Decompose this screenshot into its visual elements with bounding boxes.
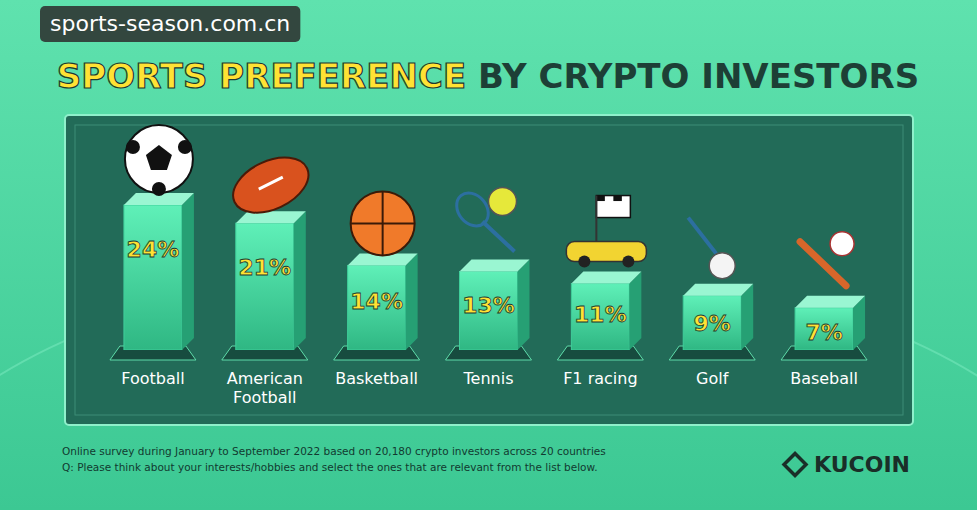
- icon: [178, 140, 192, 154]
- icon: [596, 196, 605, 202]
- bar-top: [236, 211, 306, 223]
- icon: [596, 196, 630, 218]
- bar: [348, 253, 418, 350]
- data-label: 21%: [238, 255, 291, 280]
- bar-front: [236, 223, 294, 350]
- data-label: 24%: [127, 237, 180, 262]
- bar-top: [795, 296, 865, 308]
- bar-front: [795, 308, 853, 350]
- bar-front: [460, 271, 518, 350]
- icon: [566, 242, 646, 262]
- bar-side: [518, 259, 530, 350]
- bar-top: [683, 284, 753, 296]
- title: SPORTS PREFERENCE BY CRYPTO INVESTORS: [57, 56, 919, 96]
- category-label: Tennis: [463, 369, 514, 388]
- labels: 24% Football 21% AmericanFootball 14% Basketb…: [121, 237, 858, 407]
- bar-side: [629, 272, 641, 350]
- data-label: 9%: [694, 311, 731, 336]
- data-label: 7%: [805, 320, 842, 345]
- chart: sports-season.com.cn SPORTS PREFERENCE BY…: [0, 0, 977, 510]
- category-label: Football: [121, 369, 184, 388]
- icon: [709, 253, 735, 279]
- icon: [152, 182, 166, 196]
- bar-front: [571, 284, 629, 350]
- watermark: sports-season.com.cn: [50, 11, 290, 36]
- icon: [613, 196, 622, 202]
- brand: KUCOIN: [814, 452, 910, 477]
- icon: [351, 191, 415, 255]
- bar-side: [406, 253, 418, 350]
- bar: [795, 296, 865, 350]
- data-label: 11%: [574, 302, 627, 327]
- background: [0, 0, 977, 510]
- icon: [489, 187, 517, 215]
- bar-front: [683, 296, 741, 350]
- icon: [830, 232, 854, 256]
- data-label: 13%: [462, 293, 515, 318]
- icon: [224, 146, 317, 223]
- panel: [65, 115, 913, 425]
- watermark-bg: [40, 6, 300, 42]
- bar-side: [182, 193, 194, 350]
- bars: [124, 193, 865, 350]
- category-label: Basketball: [335, 369, 418, 388]
- icon: [382, 191, 384, 255]
- category-label: Baseball: [790, 369, 858, 388]
- data-label: 14%: [350, 289, 403, 314]
- bar: [683, 284, 753, 350]
- category-label: Golf: [696, 369, 729, 388]
- bar-top: [460, 259, 530, 271]
- icon: [259, 177, 283, 189]
- icon: [578, 256, 590, 268]
- category-label: F1 racing: [563, 369, 637, 388]
- bar-side: [294, 211, 306, 350]
- brand-logo: [784, 454, 806, 476]
- watermark-box: sports-season.com.cn: [40, 6, 300, 42]
- bar-top: [571, 272, 641, 284]
- icon: [146, 145, 172, 170]
- category-label: AmericanFootball: [227, 369, 303, 407]
- icon: [483, 221, 515, 251]
- icon: [622, 256, 634, 268]
- footnote: Online survey during January to Septembe…: [62, 445, 606, 457]
- icon: [688, 218, 716, 254]
- panel-inner: [75, 125, 903, 415]
- bar-front: [348, 265, 406, 350]
- bar: [124, 193, 194, 350]
- icons: [125, 125, 854, 286]
- bar: [460, 259, 530, 350]
- icon: [126, 140, 140, 154]
- bar: [236, 211, 306, 350]
- footnote: Q: Please think about your interests/hob…: [62, 461, 598, 473]
- bar-front: [124, 205, 182, 350]
- bar: [571, 272, 641, 350]
